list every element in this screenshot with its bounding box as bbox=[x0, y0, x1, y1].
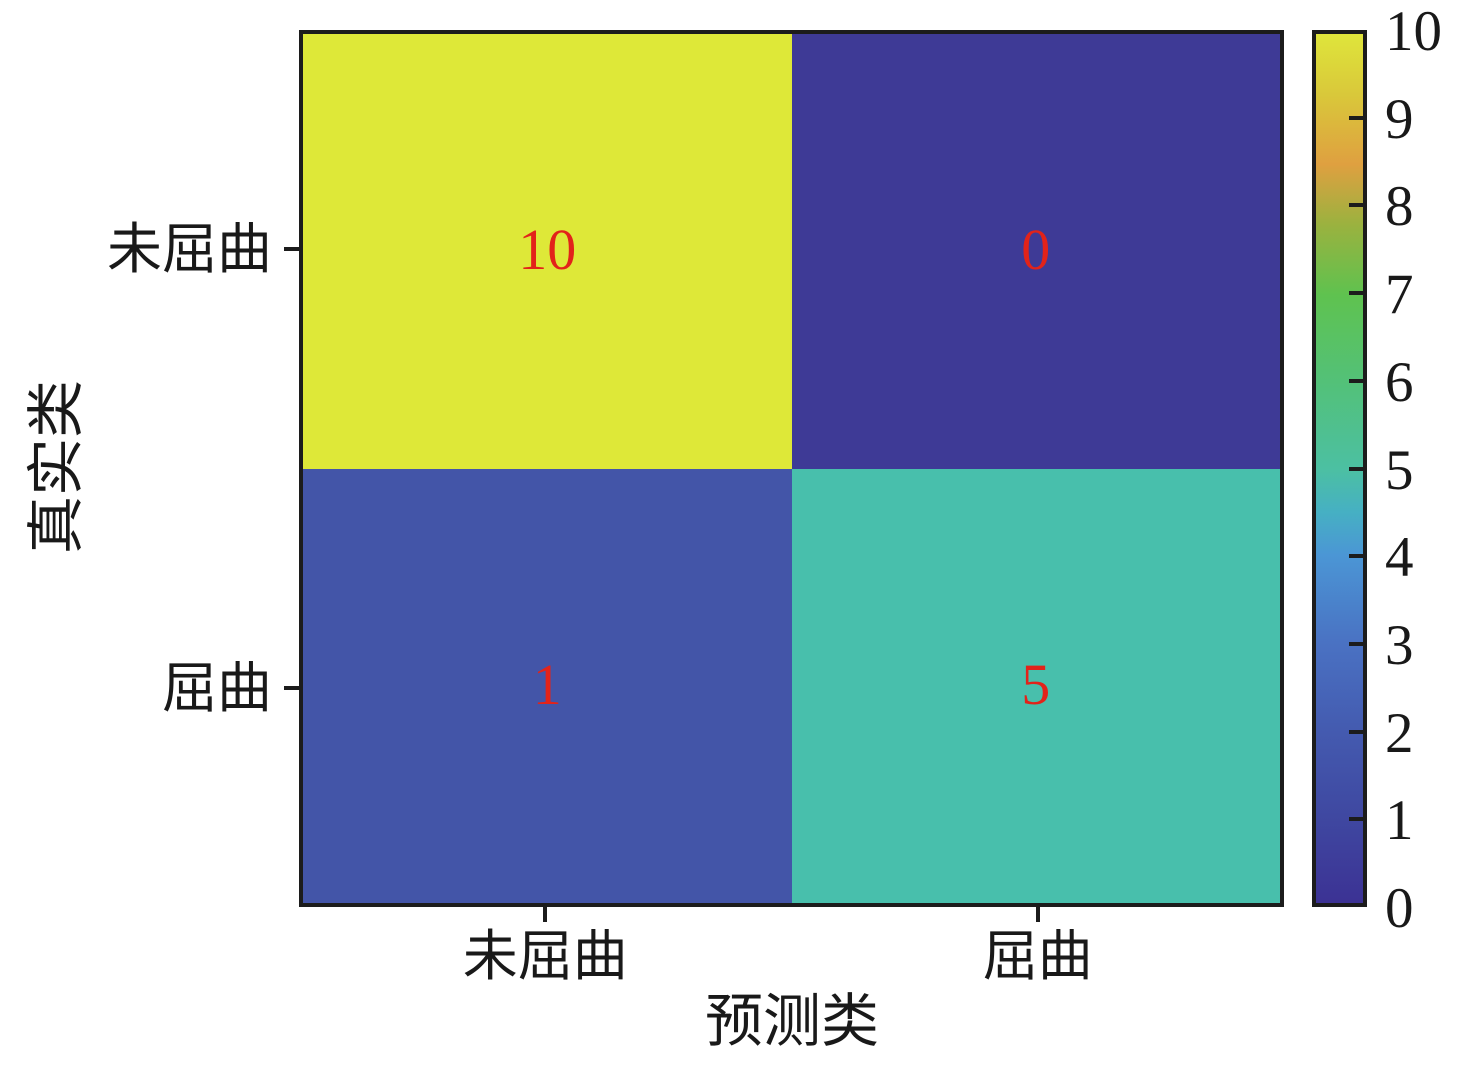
colorbar-tick-label: 4 bbox=[1385, 526, 1414, 590]
y-tick-mark bbox=[284, 247, 301, 252]
colorbar-tick-label: 10 bbox=[1385, 0, 1442, 63]
heatmap-cell: 5 bbox=[791, 468, 1280, 903]
colorbar-tick-mark bbox=[1349, 641, 1363, 646]
colorbar-tick-mark bbox=[1349, 554, 1363, 559]
heatmap-cell: 10 bbox=[303, 34, 792, 469]
colorbar-tick-label: 3 bbox=[1385, 613, 1414, 677]
cell-value: 0 bbox=[1021, 217, 1051, 283]
colorbar-tick-label: 7 bbox=[1385, 263, 1414, 327]
heatmap-plot: 10 0 1 5 bbox=[299, 30, 1284, 907]
y-axis-title: 真实类 bbox=[24, 379, 89, 555]
colorbar-tick-mark bbox=[1349, 203, 1363, 208]
colorbar-tick-mark bbox=[1349, 817, 1363, 822]
cell-value: 5 bbox=[1021, 651, 1051, 717]
heatmap-cell: 0 bbox=[791, 34, 1280, 469]
heatmap-cell: 1 bbox=[303, 468, 792, 903]
y-tick-label: 未屈曲 bbox=[106, 219, 272, 281]
colorbar-tick-mark bbox=[1349, 466, 1363, 471]
x-tick-label: 未屈曲 bbox=[462, 926, 628, 987]
y-tick-label: 屈曲 bbox=[161, 657, 272, 719]
colorbar-tick-label: 6 bbox=[1385, 350, 1414, 414]
x-tick-mark bbox=[543, 905, 548, 922]
colorbar-tick-label: 8 bbox=[1385, 175, 1414, 239]
colorbar-tick-label: 1 bbox=[1385, 789, 1414, 853]
colorbar-tick-label: 2 bbox=[1385, 701, 1414, 765]
colorbar-tick-label: 9 bbox=[1385, 87, 1414, 151]
colorbar-tick-label: 5 bbox=[1385, 438, 1414, 502]
y-tick-mark bbox=[284, 685, 301, 690]
x-tick-mark bbox=[1035, 905, 1040, 922]
colorbar-tick-mark bbox=[1349, 729, 1363, 734]
colorbar-tick-mark bbox=[1349, 378, 1363, 383]
cell-value: 10 bbox=[518, 217, 577, 283]
colorbar-tick-mark bbox=[1349, 115, 1363, 120]
colorbar-tick-label: 0 bbox=[1385, 877, 1414, 940]
cell-value: 1 bbox=[532, 651, 562, 717]
heatmap-cells: 10 0 1 5 bbox=[303, 34, 1280, 903]
colorbar-tick-mark bbox=[1349, 291, 1363, 296]
x-axis-title: 预测类 bbox=[704, 989, 879, 1054]
x-tick-label: 屈曲 bbox=[982, 926, 1093, 987]
